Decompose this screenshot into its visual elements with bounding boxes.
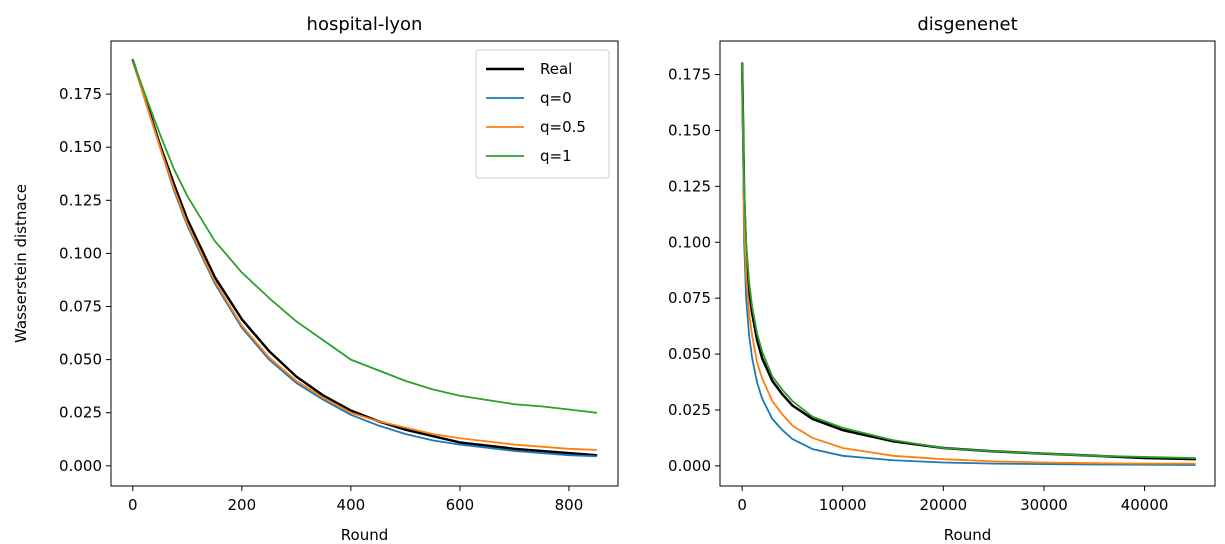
legend-box xyxy=(475,49,610,179)
y-tick-label: 0.075 xyxy=(59,298,102,316)
y-tick-label: 0.075 xyxy=(668,289,711,307)
legend-label: q=0.5 xyxy=(540,118,586,136)
y-tick-label: 0.050 xyxy=(668,345,711,363)
x-axis-label: Round xyxy=(341,526,388,544)
legend-label: Real xyxy=(540,60,572,78)
chart-disgenenet: 0 10000 20000 30000 40000 0.000 0.025 0.050 0.07… xyxy=(668,14,1216,544)
series-line-real xyxy=(740,62,1197,461)
x-axis-label: Round xyxy=(944,526,991,544)
chart-title: hospital-lyon xyxy=(307,14,423,35)
y-tick-label: 0.175 xyxy=(59,85,102,103)
series-group xyxy=(740,62,1197,466)
x-tick-label: 30000 xyxy=(1020,496,1068,514)
legend-label: q=1 xyxy=(540,147,572,165)
y-tick-label: 0.125 xyxy=(668,177,711,195)
series-line-q-1 xyxy=(741,62,1196,459)
axes-frame xyxy=(719,40,1216,487)
chart-hospital-lyon: 0 200 400 600 800 0.000 0.025 0.050 0.075 0.100 0.… xyxy=(12,14,619,544)
x-tick-label: 800 xyxy=(555,496,584,514)
chart-title: disgenenet xyxy=(917,14,1017,35)
x-tick-label: 10000 xyxy=(819,496,867,514)
x-tick-label: 200 xyxy=(228,496,257,514)
x-tick-label: 0 xyxy=(128,496,138,514)
y-tick-label: 0.150 xyxy=(59,138,102,156)
x-tick-label: 20000 xyxy=(919,496,967,514)
series-line-q-1 xyxy=(131,59,598,414)
x-tick-label: 600 xyxy=(446,496,475,514)
series-line-q-0-5 xyxy=(741,62,1196,465)
y-tick-label: 0.050 xyxy=(59,351,102,369)
series-line-q-0-5 xyxy=(131,59,598,451)
y-tick-label: 0.000 xyxy=(668,457,711,475)
y-tick-label: 0.175 xyxy=(668,66,711,84)
y-axis-label: Wasserstein distnace xyxy=(12,184,30,343)
y-tick-label: 0.150 xyxy=(668,121,711,139)
axes-frame xyxy=(110,40,619,487)
series-group xyxy=(131,58,598,458)
y-tick-label: 0.100 xyxy=(668,233,711,251)
y-tick-label: 0.125 xyxy=(59,191,102,209)
x-tick-label: 400 xyxy=(337,496,366,514)
legend: Real q=0 q=0.5 q=1 xyxy=(475,49,610,179)
y-tick-label: 0.025 xyxy=(59,404,102,422)
series-line-real xyxy=(131,58,598,457)
x-tick-label: 0 xyxy=(737,496,747,514)
x-tick-label: 40000 xyxy=(1121,496,1169,514)
y-tick-label: 0.100 xyxy=(59,244,102,262)
y-tick-label: 0.025 xyxy=(668,401,711,419)
y-tick-label: 0.000 xyxy=(59,457,102,475)
series-line-q-0 xyxy=(741,62,1196,466)
legend-label: q=0 xyxy=(540,89,572,107)
